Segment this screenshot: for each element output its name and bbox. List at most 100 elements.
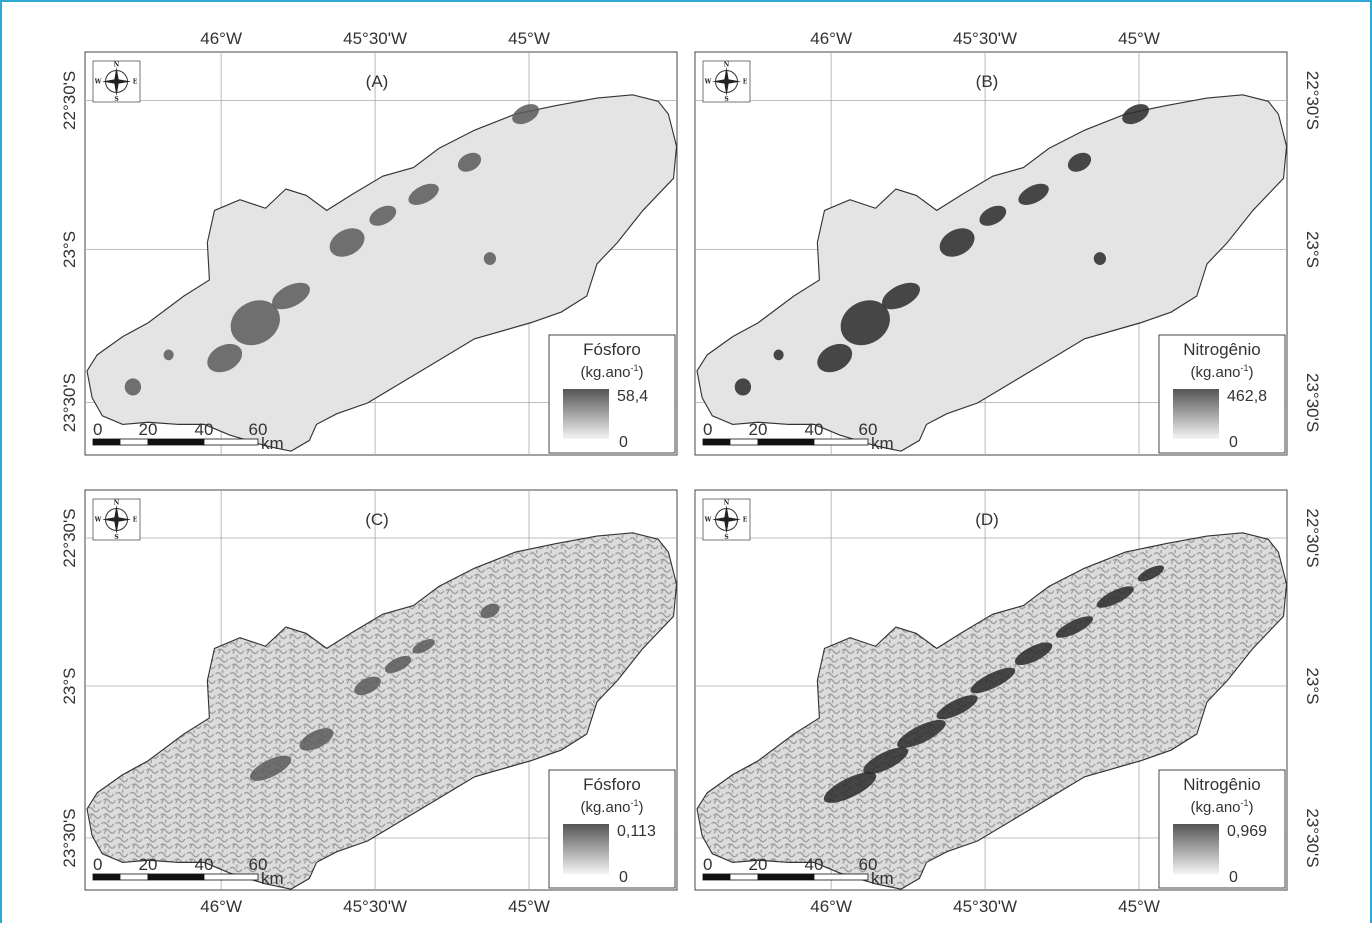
scale-unit-label: km — [261, 869, 284, 888]
lat-label: 22°30'S — [60, 71, 79, 130]
scale-segment — [203, 873, 259, 881]
legend-max-value: 58,4 — [617, 388, 648, 405]
top-lon-label: 46°W — [810, 29, 852, 48]
scale-segment — [702, 438, 731, 446]
hotspot-area — [1055, 616, 1094, 638]
hotspot-area — [1067, 152, 1092, 172]
legend-title: Fósforo — [583, 340, 641, 359]
basin-map — [86, 532, 678, 890]
scale-tick-label: 20 — [749, 855, 768, 874]
scale-segment — [203, 438, 259, 446]
basin-map — [86, 94, 678, 452]
legend-unit-exponent: -1 — [1241, 363, 1249, 373]
hotspot-area — [124, 378, 142, 396]
scale-unit-label: km — [261, 434, 284, 453]
compass-e: E — [743, 79, 748, 86]
bottom-lon-label: 45°30'W — [343, 897, 407, 916]
hotspot-area — [734, 378, 752, 396]
hotspot-area — [412, 638, 435, 654]
legend-unit-base: (kg.ano — [580, 799, 630, 816]
scale-tick-label: 0 — [93, 420, 102, 439]
legend-max-value: 462,8 — [1227, 388, 1267, 405]
hotspot-area — [408, 183, 439, 205]
lat-label: 23°S — [1303, 667, 1322, 704]
lat-label: 23°30'S — [60, 808, 79, 867]
scale-tick-label: 0 — [93, 855, 102, 874]
legend-min-value: 0 — [619, 869, 628, 886]
legend-unit: (kg.ano-1) — [580, 798, 643, 816]
bottom-lon-label: 45°W — [1118, 897, 1160, 916]
legend-unit-base: (kg.ano — [1190, 799, 1240, 816]
compass-rose-icon: N S E W — [92, 60, 141, 103]
hotspot-area — [1096, 586, 1134, 608]
legend-unit: (kg.ano-1) — [580, 363, 643, 381]
bottom-lon-label: 46°W — [200, 897, 242, 916]
legend: Fósforo (kg.ano-1) 0,113 0 — [548, 769, 676, 889]
lat-label: 23°S — [1303, 231, 1322, 268]
compass-star — [102, 67, 131, 96]
scale-segment — [147, 438, 205, 446]
hotspot-area — [207, 343, 243, 373]
scale-tick-label: 40 — [195, 855, 214, 874]
panel-c: (C) N S E W 46°W 45°30'W 45°W 22°30'S 23°S 23°30'S… — [60, 489, 678, 916]
scale-tick-label: 40 — [805, 855, 824, 874]
hotspot-area — [329, 228, 365, 257]
legend: Nitrogênio (kg.ano-1) 0,969 0 — [1158, 769, 1286, 889]
lat-label: 22°30'S — [1303, 508, 1322, 567]
hotspot-area — [939, 228, 975, 257]
top-lon-label: 46°W — [200, 29, 242, 48]
panel-b: (B) N S E W 46°W 45°30'W 45°W 22°30'S 23°S 23°30'S… — [694, 29, 1322, 456]
hotspot-area — [354, 676, 381, 696]
scale-segment — [119, 873, 149, 881]
legend-unit-base: (kg.ano — [580, 364, 630, 381]
hotspot-area — [272, 282, 310, 310]
scale-tick-label: 40 — [195, 420, 214, 439]
scale-segment — [813, 438, 869, 446]
legend-unit-exponent: -1 — [631, 363, 639, 373]
panel-label: (D) — [975, 510, 999, 529]
compass-star — [712, 67, 741, 96]
legend-max-value: 0,969 — [1227, 823, 1267, 840]
lat-label: 23°30'S — [1303, 808, 1322, 867]
lat-label: 23°S — [60, 231, 79, 268]
legend: Nitrogênio (kg.ano-1) 462,8 0 — [1158, 334, 1286, 454]
lat-label: 22°30'S — [60, 508, 79, 567]
scale-segment — [757, 873, 815, 881]
scale-segment — [92, 438, 121, 446]
hotspot-area — [882, 282, 920, 310]
compass-n: N — [724, 62, 730, 69]
scale-tick-label: 20 — [139, 855, 158, 874]
legend-unit-exponent: -1 — [631, 798, 639, 808]
compass-n: N — [114, 62, 120, 69]
compass-e: E — [133, 517, 138, 524]
legend-unit: (kg.ano-1) — [1190, 798, 1253, 816]
scale-unit-label: km — [871, 434, 894, 453]
hotspot-area — [1093, 252, 1107, 265]
hotspot-area — [512, 104, 539, 125]
bottom-lon-label: 45°30'W — [953, 897, 1017, 916]
compass-w: W — [94, 517, 102, 524]
legend-min-value: 0 — [1229, 869, 1238, 886]
legend: Fósforo (kg.ano-1) 58,4 0 — [548, 334, 676, 454]
compass-rose-icon: N S E W — [702, 498, 751, 541]
legend-title: Fósforo — [583, 775, 641, 794]
legend-unit-close: ) — [639, 799, 644, 816]
hotspot-area — [979, 205, 1007, 226]
hotspot-area — [299, 728, 334, 751]
basin-map — [696, 94, 1288, 452]
legend-gradient — [1173, 824, 1219, 874]
panel-a: (A) N S E W 46°W 45°30'W 45°W 22°30'S 23°S 23°30'S… — [60, 29, 678, 456]
compass-s: S — [724, 534, 728, 541]
hotspot-area — [1014, 642, 1053, 666]
top-lon-label: 45°30'W — [953, 29, 1017, 48]
scale-tick-label: 20 — [139, 420, 158, 439]
legend-unit: (kg.ano-1) — [1190, 363, 1253, 381]
lat-label: 23°30'S — [60, 373, 79, 432]
top-lon-label: 45°W — [1118, 29, 1160, 48]
compass-w: W — [704, 517, 712, 524]
compass-star — [102, 505, 131, 534]
